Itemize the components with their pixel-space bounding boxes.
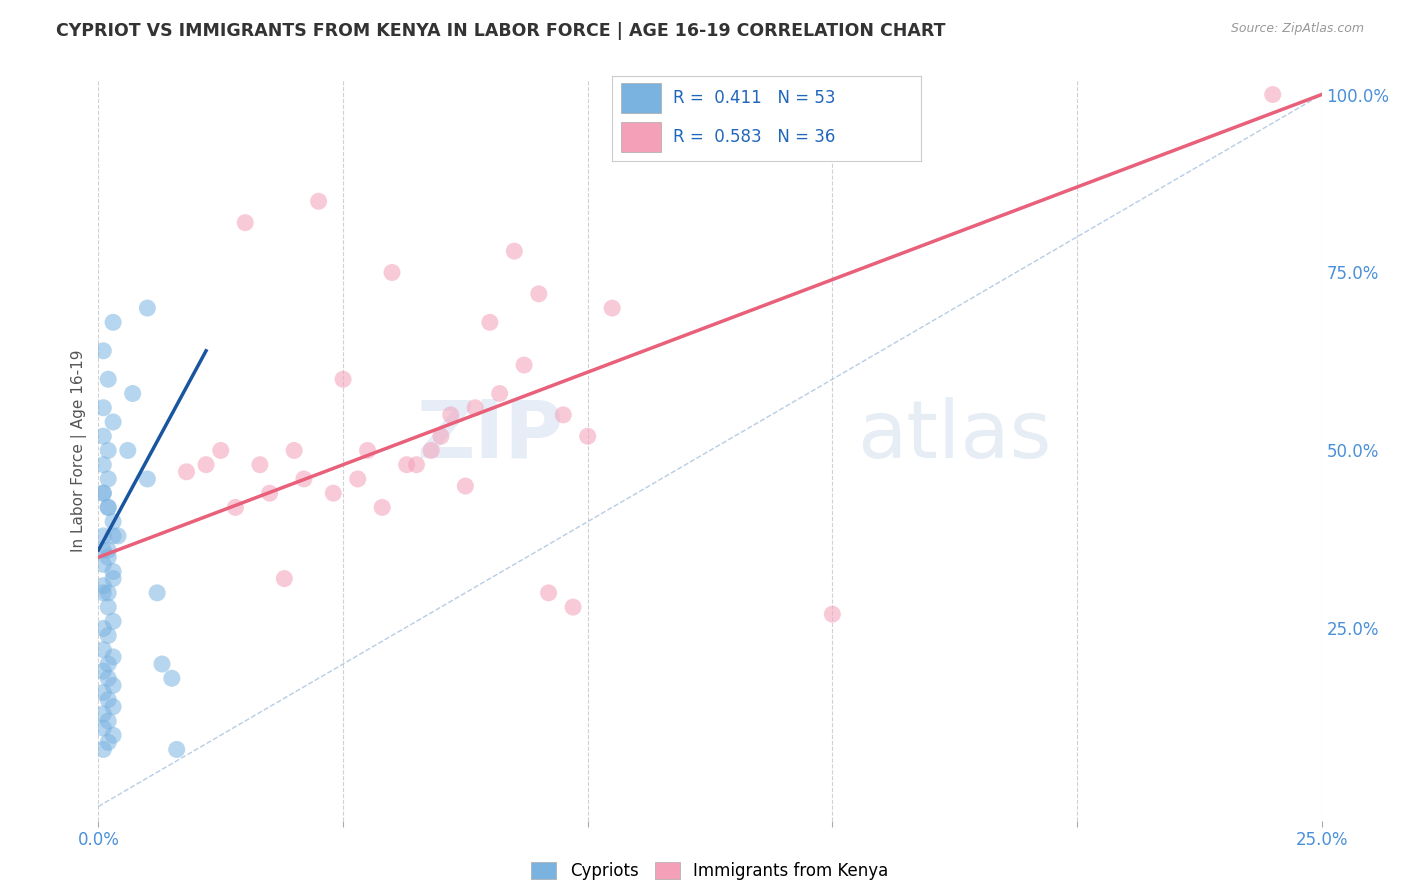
Point — [107, 529, 129, 543]
Point — [600, 301, 623, 315]
Point — [537, 586, 560, 600]
Point — [91, 642, 114, 657]
Point — [420, 443, 443, 458]
Point — [91, 343, 114, 358]
Point — [371, 500, 394, 515]
Y-axis label: In Labor Force | Age 16-19: In Labor Force | Age 16-19 — [72, 349, 87, 552]
Point — [97, 657, 120, 671]
Point — [97, 443, 120, 458]
Point — [97, 586, 120, 600]
Point — [308, 194, 330, 209]
Point — [91, 429, 114, 443]
Point — [91, 586, 114, 600]
Point — [97, 735, 120, 749]
Text: CYPRIOT VS IMMIGRANTS FROM KENYA IN LABOR FORCE | AGE 16-19 CORRELATION CHART: CYPRIOT VS IMMIGRANTS FROM KENYA IN LABO… — [56, 22, 946, 40]
Point — [97, 472, 120, 486]
Point — [283, 443, 305, 458]
FancyBboxPatch shape — [621, 121, 661, 152]
Point — [97, 629, 120, 643]
Point — [150, 657, 173, 671]
Point — [513, 358, 536, 372]
Point — [136, 472, 159, 486]
Point — [166, 742, 188, 756]
FancyBboxPatch shape — [621, 83, 661, 113]
Point — [91, 529, 114, 543]
Point — [117, 443, 139, 458]
Point — [91, 401, 114, 415]
Point — [101, 572, 124, 586]
Point — [292, 472, 315, 486]
Point — [97, 692, 120, 706]
Point — [332, 372, 354, 386]
Point — [97, 500, 120, 515]
Point — [176, 465, 198, 479]
Point — [405, 458, 427, 472]
Point — [356, 443, 378, 458]
Point — [101, 649, 124, 664]
Point — [97, 372, 120, 386]
Point — [91, 664, 114, 678]
Text: ZIP: ZIP — [416, 397, 564, 475]
Point — [91, 742, 114, 756]
Point — [101, 728, 124, 742]
Point — [381, 265, 404, 279]
Text: Source: ZipAtlas.com: Source: ZipAtlas.com — [1230, 22, 1364, 36]
Point — [209, 443, 232, 458]
Point — [195, 458, 218, 472]
Point — [454, 479, 477, 493]
Point — [91, 706, 114, 721]
Text: atlas: atlas — [856, 397, 1052, 475]
Point — [101, 529, 124, 543]
Point — [101, 515, 124, 529]
Point — [121, 386, 143, 401]
Text: R =  0.583   N = 36: R = 0.583 N = 36 — [673, 128, 835, 145]
Point — [527, 286, 550, 301]
Point — [101, 699, 124, 714]
Legend: Cypriots, Immigrants from Kenya: Cypriots, Immigrants from Kenya — [524, 855, 896, 887]
Point — [101, 615, 124, 629]
Point — [273, 572, 295, 586]
Text: R =  0.411   N = 53: R = 0.411 N = 53 — [673, 89, 837, 107]
Point — [91, 721, 114, 735]
Point — [553, 408, 575, 422]
Point — [97, 714, 120, 728]
Point — [249, 458, 271, 472]
Point — [224, 500, 246, 515]
Point — [478, 315, 501, 329]
Point — [97, 550, 120, 565]
Point — [395, 458, 418, 472]
Point — [91, 486, 114, 500]
Point — [136, 301, 159, 315]
Point — [91, 543, 114, 558]
Point — [576, 429, 599, 443]
Point — [97, 543, 120, 558]
Point — [1261, 87, 1284, 102]
Point — [259, 486, 281, 500]
Point — [464, 401, 486, 415]
Point — [503, 244, 526, 259]
Point — [488, 386, 510, 401]
Point — [91, 458, 114, 472]
Point — [160, 671, 183, 685]
Point — [97, 600, 120, 615]
Point — [91, 685, 114, 699]
Point — [101, 565, 124, 579]
Point — [322, 486, 344, 500]
Point — [97, 671, 120, 685]
Point — [91, 622, 114, 636]
Point — [101, 678, 124, 692]
Point — [91, 486, 114, 500]
Point — [821, 607, 844, 622]
Point — [346, 472, 368, 486]
Point — [562, 600, 585, 615]
Point — [440, 408, 463, 422]
Point — [101, 315, 124, 329]
Point — [146, 586, 169, 600]
Point — [91, 558, 114, 572]
Point — [430, 429, 453, 443]
Point — [233, 216, 256, 230]
Point — [97, 500, 120, 515]
Point — [91, 579, 114, 593]
Point — [101, 415, 124, 429]
